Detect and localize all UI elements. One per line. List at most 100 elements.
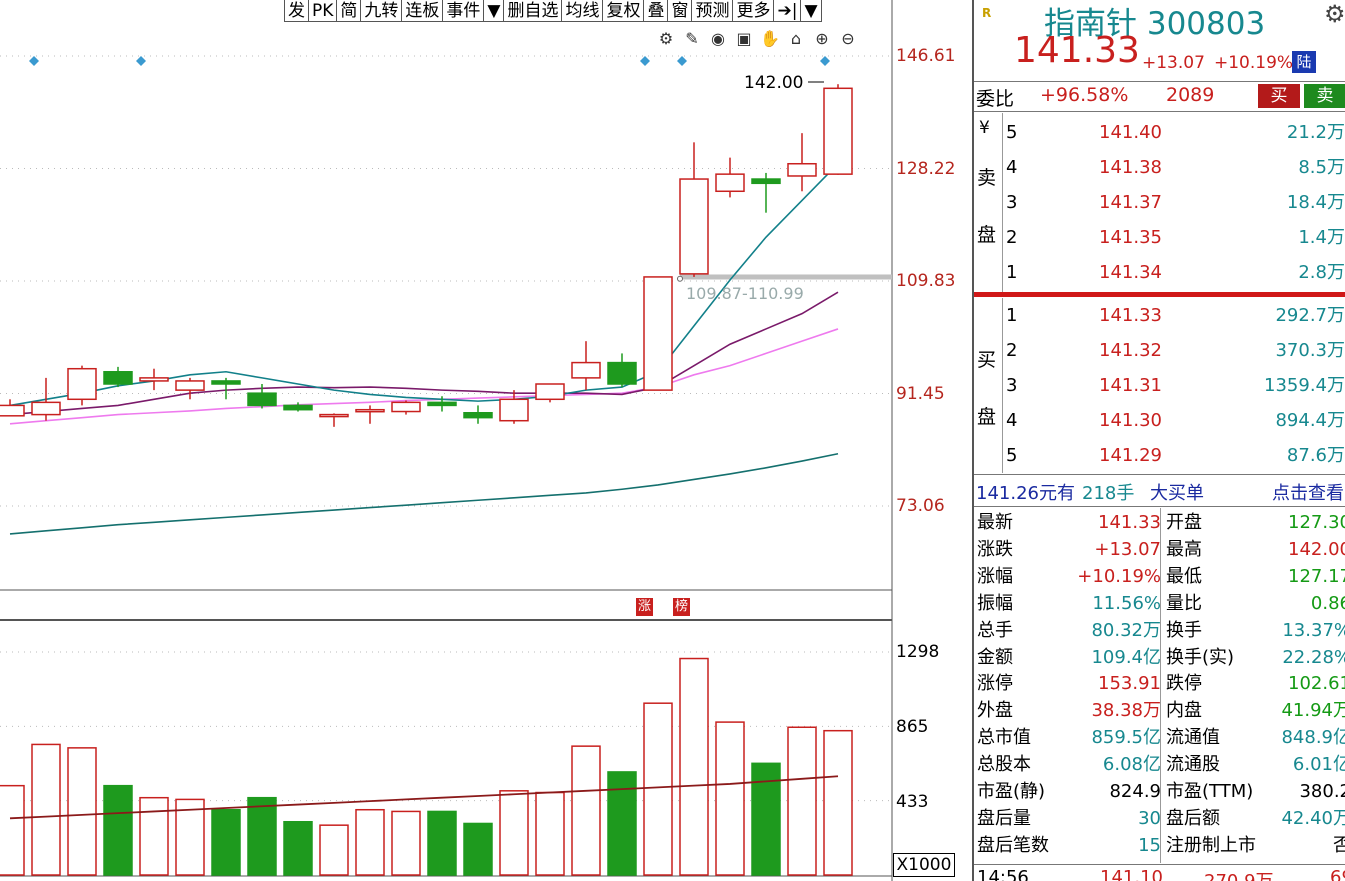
ranking-tag[interactable]: 榜	[673, 598, 690, 616]
view-big-orders-link[interactable]: 点击查看	[1272, 483, 1344, 504]
quote-panel: R 指南针 300803 ⚙ 141.33 +13.07 +10.19% 陆 委…	[972, 0, 1345, 881]
volume-bar	[535, 791, 565, 876]
volume-bar	[643, 702, 673, 876]
candle-body	[67, 367, 97, 401]
candle-body	[571, 361, 601, 379]
ask-row[interactable]: 3 141.37 18.4万	[974, 189, 1345, 216]
event-diamond-icon	[29, 56, 39, 66]
stat-value: 153.91	[1098, 673, 1161, 695]
stat-value: 859.5亿	[1091, 727, 1161, 749]
zoom-in-icon[interactable]: ⊕	[815, 29, 829, 48]
stats-row: 金额 109.4亿 换手(实) 22.28%	[974, 644, 1345, 671]
candle-body	[391, 401, 421, 413]
volume-bar	[787, 726, 817, 876]
stat-key: 外盘	[977, 700, 1013, 722]
level-number: 5	[1006, 445, 1018, 466]
ma20-line	[9, 328, 839, 425]
toolbar-item[interactable]: 叠	[644, 0, 669, 22]
bid-row[interactable]: 5 141.29 87.6万	[974, 442, 1345, 469]
hand-icon[interactable]: ✋	[760, 29, 780, 48]
wb-value: +96.58%	[1040, 84, 1129, 106]
kline-chart-svg[interactable]	[0, 0, 893, 881]
volume-bar	[607, 771, 637, 876]
volume-axis-label: 433	[896, 792, 929, 812]
toolbar-item[interactable]: 九转	[361, 0, 403, 22]
stat-value: +13.07	[1094, 538, 1161, 560]
ma5-line	[9, 163, 839, 407]
stat-key: 跌停	[1166, 673, 1202, 695]
toolbar-item[interactable]: 连板	[402, 0, 444, 22]
volume-bar	[391, 810, 421, 876]
sell-button[interactable]: 卖	[1304, 84, 1345, 108]
wb-count: 2089	[1166, 84, 1215, 106]
stat-key: 盘后额	[1166, 807, 1220, 829]
volume-bar	[31, 743, 61, 876]
kline-chart-area[interactable]: ⚙ ✎ ◉ ▣ ✋ ⌂ ⊕ ⊖ 142.00 109.87-110.99 涨 榜	[0, 0, 893, 881]
ask-row[interactable]: 2 141.35 1.4万	[974, 224, 1345, 251]
toolbar-item[interactable]: 预测	[692, 0, 734, 22]
ask-row[interactable]: 4 141.38 8.5万	[974, 154, 1345, 181]
gear-icon[interactable]: ⚙	[1324, 0, 1345, 28]
level-number: 2	[1006, 227, 1018, 248]
bid-row[interactable]: 3 141.31 1359.4万	[974, 372, 1345, 399]
candle-body	[643, 276, 673, 391]
zoom-out-icon[interactable]: ⊖	[841, 29, 855, 48]
stat-value: 141.33	[1098, 512, 1161, 533]
briefcase-icon[interactable]: ▣	[736, 29, 752, 48]
price-axis-label: 73.06	[896, 496, 945, 516]
toolbar-item[interactable]: 均线	[562, 0, 604, 22]
gear-icon[interactable]: ⚙	[658, 29, 674, 48]
pen-icon[interactable]: ✎	[685, 29, 699, 48]
stats-row: 最新 141.33 开盘 127.30	[974, 509, 1345, 536]
buy-side-label: 买	[977, 349, 997, 371]
volume-bar	[103, 784, 133, 876]
candle-body	[427, 401, 457, 407]
toolbar-item[interactable]: ▼	[484, 0, 505, 22]
volume-bar	[355, 808, 385, 876]
stat-value: 6.01亿	[1292, 754, 1345, 776]
stat-value: +10.19%	[1077, 565, 1161, 587]
stat-value: 127.30	[1288, 512, 1345, 533]
toolbar-item[interactable]: 简	[337, 0, 362, 22]
volume-bar	[319, 824, 349, 876]
level-price: 141.31	[1099, 375, 1162, 396]
divider	[974, 474, 1345, 475]
volume-bar	[715, 721, 745, 876]
stat-value: 380.2	[1299, 781, 1345, 802]
bid-row[interactable]: 4 141.30 894.4万	[974, 407, 1345, 434]
toolbar-item[interactable]: ▼	[801, 0, 822, 22]
toolbar-item[interactable]: PK	[309, 0, 338, 22]
ask-row[interactable]: 1 141.34 2.8万	[974, 259, 1345, 286]
tick-volume: 270.9万	[1204, 867, 1274, 881]
volume-ma-line	[9, 775, 839, 820]
limit-up-tag[interactable]: 涨	[636, 598, 653, 616]
volume-bar	[0, 784, 25, 876]
candle-body	[751, 178, 781, 185]
toolbar-item[interactable]: 更多	[733, 0, 775, 22]
stat-value: 142.00	[1288, 538, 1345, 560]
price-axis-label: 128.22	[896, 159, 956, 179]
chart-icon-bar: ⚙ ✎ ◉ ▣ ✋ ⌂ ⊕ ⊖	[656, 29, 858, 48]
candle-body	[211, 380, 241, 385]
toolbar-item[interactable]: 删自选	[504, 0, 563, 22]
toolbar-item[interactable]: 事件	[443, 0, 485, 22]
eye-icon[interactable]: ◉	[711, 29, 725, 48]
toolbar-item[interactable]: ➔|	[774, 0, 802, 22]
toolbar-item[interactable]: 发	[284, 0, 309, 22]
volume-bar	[427, 810, 457, 876]
toolbar-item[interactable]: 窗	[668, 0, 693, 22]
stats-row: 外盘 38.38万 内盘 41.94万	[974, 697, 1345, 724]
lock-icon[interactable]: ⌂	[790, 29, 802, 48]
ask-row[interactable]: 5 141.40 21.2万	[974, 119, 1345, 146]
divider	[974, 111, 1345, 112]
toolbar-item[interactable]: 复权	[603, 0, 645, 22]
candle-body	[103, 371, 133, 385]
bid-row[interactable]: 2 141.32 370.3万	[974, 337, 1345, 364]
buy-button[interactable]: 买	[1258, 84, 1300, 108]
candle-body	[175, 380, 205, 391]
wb-label: 委比	[976, 88, 1015, 110]
stat-value: 22.28%	[1282, 646, 1345, 668]
buy-side-label: 盘	[977, 406, 997, 428]
bid-row[interactable]: 1 141.33 292.7万	[974, 302, 1345, 329]
stat-key: 总手	[977, 619, 1013, 641]
